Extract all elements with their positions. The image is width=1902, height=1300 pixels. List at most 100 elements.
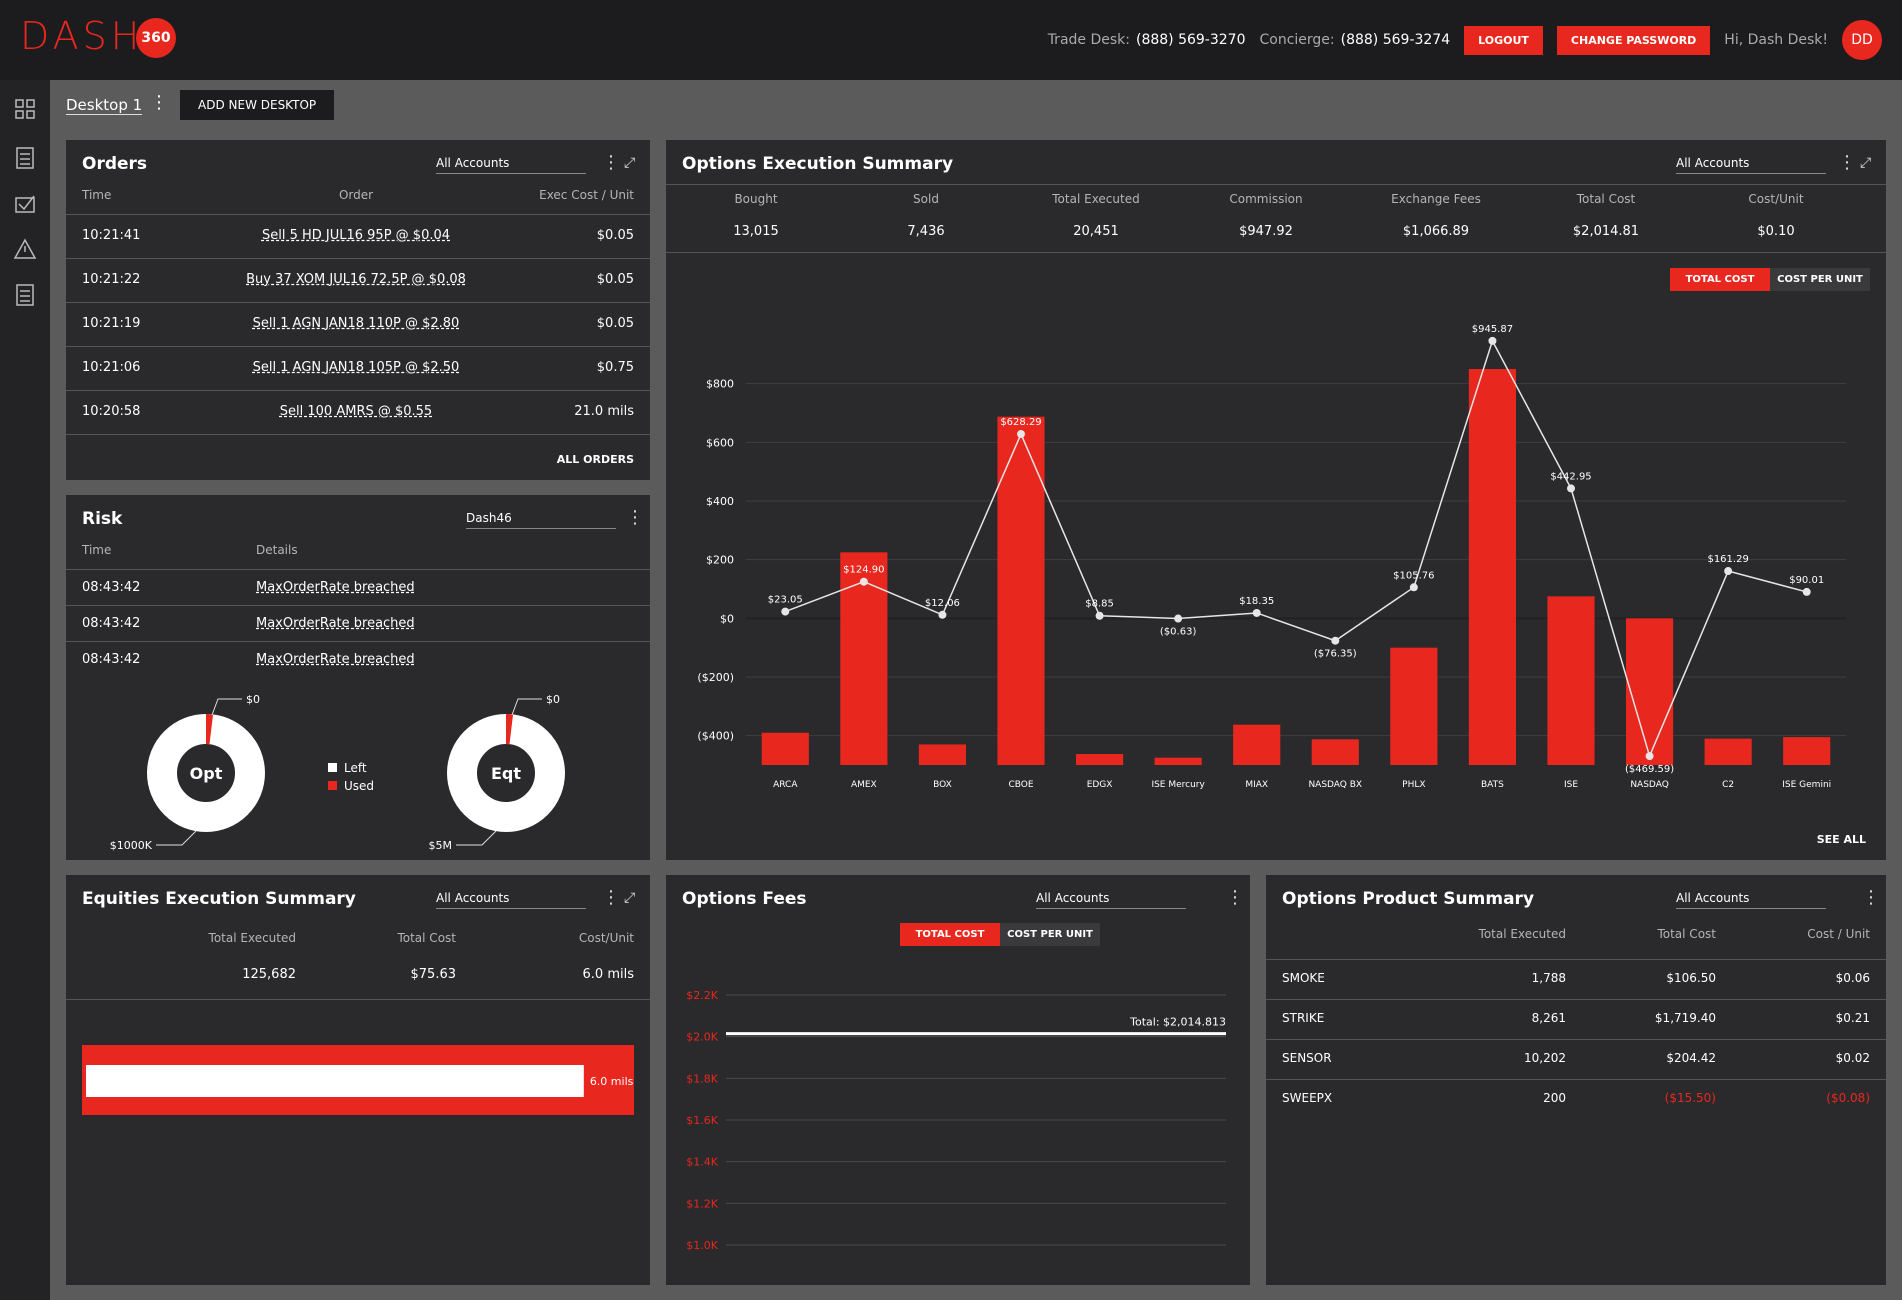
y-tick-label: $1.8K (686, 1072, 718, 1085)
separator (66, 569, 650, 570)
column-header: Cost / Unit (1807, 927, 1870, 941)
expand-icon[interactable]: ⤢ (624, 155, 636, 171)
order-cost: 21.0 mils (574, 404, 634, 419)
panel-menu[interactable]: ⋮ (602, 887, 620, 908)
add-desktop-button[interactable]: ADD NEW DESKTOP (180, 90, 335, 120)
product-value: $204.42 (1666, 1051, 1716, 1065)
bar (1626, 618, 1674, 765)
order-text: Sell 1 AGN JAN18 105P @ $2.50 (252, 360, 460, 375)
line-point (1331, 636, 1340, 645)
order-time: 10:21:19 (82, 316, 141, 331)
line-point (1409, 583, 1418, 592)
account-select[interactable]: All Accounts (1036, 891, 1186, 909)
alert-icon[interactable] (13, 238, 37, 259)
avatar[interactable]: DD (1842, 20, 1882, 60)
line-point (1802, 587, 1811, 596)
order-cost: $0.75 (596, 360, 634, 375)
separator (66, 214, 650, 215)
logout-button[interactable]: LOGOUT (1464, 25, 1543, 55)
order-text: Sell 1 AGN JAN18 110P @ $2.80 (252, 316, 460, 331)
product-value: ($0.08) (1826, 1091, 1870, 1105)
toggle-button[interactable]: TOTAL COST (1670, 268, 1770, 291)
separator (66, 434, 650, 435)
concierge-phone: (888) 569-3274 (1340, 32, 1451, 48)
panel-menu[interactable]: ⋮ (602, 152, 620, 173)
panel-menu[interactable]: ⋮ (1838, 152, 1856, 173)
concierge-label: Concierge: (1259, 32, 1335, 48)
toggle-button[interactable]: COST PER UNIT (1000, 923, 1100, 946)
used-label: $0 (546, 693, 560, 706)
summary-value: 125,682 (242, 967, 296, 982)
separator (66, 641, 650, 642)
x-tick-label: C2 (1722, 780, 1734, 790)
y-tick-label: $200 (706, 554, 734, 567)
separator (66, 390, 650, 391)
separator (666, 252, 1886, 253)
data-label: $8.85 (1085, 599, 1114, 610)
line-point (1567, 484, 1575, 493)
toggle-button[interactable]: TOTAL COST (900, 923, 1000, 946)
top-bar: DASH 360 Trade Desk: (888) 569-3270 Conc… (0, 0, 1902, 80)
risk-detail: MaxOrderRate breached (256, 616, 415, 631)
account-select[interactable]: All Accounts (436, 156, 586, 174)
data-label: $124.90 (843, 565, 884, 576)
sidebar (0, 80, 50, 1300)
y-tick-label: $2.2K (686, 989, 718, 1002)
document-icon[interactable] (16, 147, 34, 169)
y-tick-label: $1.2K (686, 1197, 718, 1210)
summary-value: $1,066.89 (1402, 224, 1470, 239)
x-tick-label: EDGX (1087, 780, 1113, 790)
separator (66, 605, 650, 606)
trade-desk-label: Trade Desk: (1047, 32, 1130, 48)
column-header: Total Executed (1478, 927, 1566, 941)
account-select[interactable]: All Accounts (1676, 891, 1826, 909)
risk-time: 08:43:42 (82, 652, 141, 667)
donut-used (506, 714, 514, 745)
donut-label: Eqt (491, 764, 521, 783)
greeting: Hi, Dash Desk! (1724, 32, 1828, 48)
bar (1390, 647, 1438, 765)
toggle-button[interactable]: COST PER UNIT (1770, 268, 1870, 291)
data-label: $105.76 (1393, 570, 1434, 581)
y-tick-label: $600 (706, 436, 734, 449)
execution-chart: $800 $600 $400 $200 $0 ($200) ($400) ARCA AMEX BO… (697, 324, 1846, 790)
product-value: $0.02 (1835, 1051, 1870, 1065)
y-tick-label: ($400) (697, 730, 734, 743)
product-name: SMOKE (1282, 971, 1325, 985)
x-tick-label: MIAX (1245, 780, 1268, 790)
panel-menu[interactable]: ⋮ (1226, 887, 1244, 908)
column-header: Order (338, 188, 374, 202)
change-password-button[interactable]: CHANGE PASSWORD (1556, 25, 1711, 55)
data-label: $442.95 (1550, 471, 1591, 482)
list-icon[interactable] (16, 284, 34, 306)
product-value: 10,202 (1524, 1051, 1566, 1065)
column-header: Time (82, 188, 112, 202)
risk-donuts: Opt $0 $1000K Eqt $0 $5M Left Used (110, 693, 565, 852)
logo[interactable]: DASH (20, 14, 144, 58)
order-cost: $0.05 (596, 272, 634, 287)
account-select[interactable]: Dash46 (466, 511, 616, 529)
y-tick-label: $0 (720, 612, 734, 625)
panel-menu[interactable]: ⋮ (626, 507, 644, 528)
summary-value: $2,014.81 (1572, 224, 1640, 239)
bar (1154, 757, 1202, 765)
panel-menu[interactable]: ⋮ (1862, 887, 1880, 908)
grid-icon[interactable] (15, 99, 35, 119)
order-time: 10:20:58 (82, 404, 141, 419)
check-icon[interactable] (15, 195, 35, 213)
leader-line (456, 830, 497, 846)
see-all-link[interactable]: SEE ALL (1816, 833, 1866, 846)
account-select[interactable]: All Accounts (1676, 156, 1826, 174)
account-select[interactable]: All Accounts (436, 891, 586, 909)
y-tick-label: $400 (706, 495, 734, 508)
expand-icon[interactable]: ⤢ (624, 890, 636, 906)
bar-label: 6.0 mils (590, 1075, 634, 1088)
used-label: $0 (246, 693, 260, 706)
expand-icon[interactable]: ⤢ (1860, 155, 1872, 171)
all-orders-link[interactable]: ALL ORDERS (556, 453, 634, 466)
desktop-name[interactable]: Desktop 1 (66, 96, 143, 115)
risk-detail: MaxOrderRate breached (256, 580, 415, 595)
desktop-menu[interactable]: ⋮ (150, 92, 168, 113)
total-label: Total: $2,014.813 (1129, 1016, 1226, 1029)
data-label: ($0.63) (1160, 627, 1197, 638)
